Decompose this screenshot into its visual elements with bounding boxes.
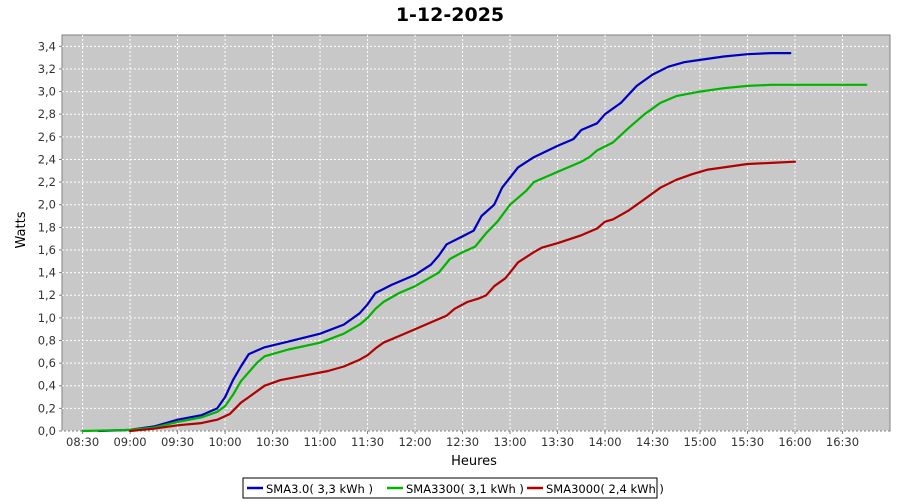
x-tick-label: 13:30 xyxy=(541,435,574,449)
x-tick-label: 15:00 xyxy=(683,435,716,449)
series-line-0 xyxy=(97,51,792,433)
x-tick-label: 16:30 xyxy=(826,435,859,449)
series-line-1 xyxy=(81,83,868,433)
y-tick-label: 2,6 xyxy=(38,130,56,144)
x-tick-label: 11:00 xyxy=(303,435,336,449)
x-tick-label: 16:00 xyxy=(778,435,811,449)
axes: 0,0 0,2 0,4 0,6 0,8 1,0 1,2 1,4 1,6 1,8 2,0 2,2 2,4 2… xyxy=(38,39,859,449)
y-tick-label: 3,0 xyxy=(38,85,56,99)
y-tick-label: 1,2 xyxy=(38,288,56,302)
x-tick-label: 09:00 xyxy=(113,435,146,449)
x-axis-label: Heures xyxy=(451,454,497,469)
y-tick-label: 1,4 xyxy=(38,266,56,280)
x-tick-label: 10:00 xyxy=(208,435,241,449)
y-tick-label: 2,8 xyxy=(38,107,56,121)
y-tick-label: 2,0 xyxy=(38,198,56,212)
x-tick-label: 15:30 xyxy=(731,435,764,449)
y-tick-label: 0,6 xyxy=(38,356,56,370)
x-tick-label: 12:30 xyxy=(446,435,479,449)
y-tick-label: 0,0 xyxy=(38,424,56,438)
series-lines xyxy=(81,51,868,433)
y-tick-label: 1,8 xyxy=(38,220,56,234)
y-tick-label: 0,8 xyxy=(38,333,56,347)
legend-box xyxy=(242,477,658,499)
grid-lines xyxy=(62,35,890,432)
y-tick-label: 3,2 xyxy=(38,62,56,76)
y-axis-label: Watts xyxy=(14,211,29,248)
x-tick-label: 12:00 xyxy=(398,435,431,449)
y-tick-label: 3,4 xyxy=(38,39,56,53)
y-tick-label: 0,4 xyxy=(38,379,56,393)
x-tick-label: 10:30 xyxy=(256,435,289,449)
legend-label-0: SMA3.0( 3,3 kWh ) xyxy=(266,482,373,496)
chart-title: 1-12-2025 xyxy=(396,4,504,26)
x-tick-label: 08:30 xyxy=(66,435,99,449)
plot-area xyxy=(61,34,891,432)
y-tick-label: 1,0 xyxy=(38,311,56,325)
legend-label-2: SMA3000( 2,4 kWh ) xyxy=(546,482,664,496)
y-tick-label: 1,6 xyxy=(38,243,56,257)
y-tick-label: 0,2 xyxy=(38,401,56,415)
x-tick-label: 13:00 xyxy=(493,435,526,449)
x-tick-label: 14:00 xyxy=(588,435,621,449)
series-line-2 xyxy=(129,160,797,433)
x-tick-label: 09:30 xyxy=(161,435,194,449)
y-tick-label: 2,4 xyxy=(38,152,56,166)
x-tick-label: 11:30 xyxy=(351,435,384,449)
x-tick-label: 14:30 xyxy=(636,435,669,449)
legend-label-1: SMA3300( 3,1 kWh ) xyxy=(406,482,524,496)
legend: SMA3.0( 3,3 kWh ) SMA3300( 3,1 kWh ) SMA30… xyxy=(242,477,664,499)
y-tick-label: 2,2 xyxy=(38,175,56,189)
